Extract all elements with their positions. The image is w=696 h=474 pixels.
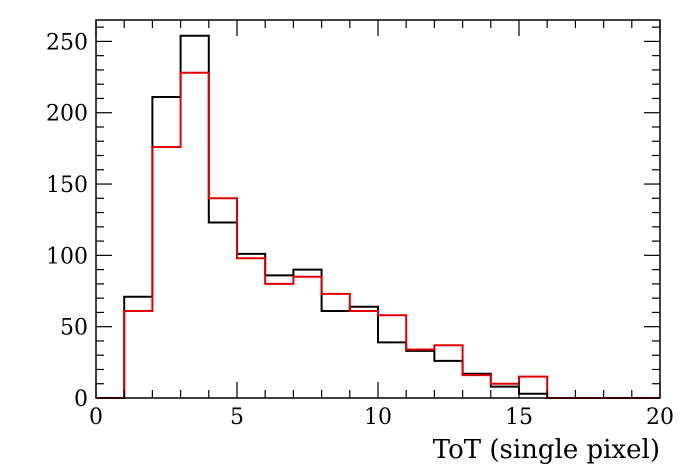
x-tick-label: 10 <box>364 405 392 430</box>
y-tick-label: 100 <box>46 244 88 269</box>
plot-frame <box>95 19 661 399</box>
x-tick-label: 20 <box>646 405 674 430</box>
histogram-series-2 <box>96 71 660 399</box>
x-axis-title: ToT (single pixel) <box>433 435 660 465</box>
y-tick-label: 0 <box>74 387 88 412</box>
y-tick-label: 150 <box>46 173 88 198</box>
y-tick-label: 50 <box>60 316 88 341</box>
x-tick-label: 0 <box>89 405 103 430</box>
x-tick-label: 5 <box>230 405 244 430</box>
x-tick-label: 15 <box>505 405 533 430</box>
y-tick-label: 250 <box>46 30 88 55</box>
y-tick-label: 200 <box>46 102 88 127</box>
